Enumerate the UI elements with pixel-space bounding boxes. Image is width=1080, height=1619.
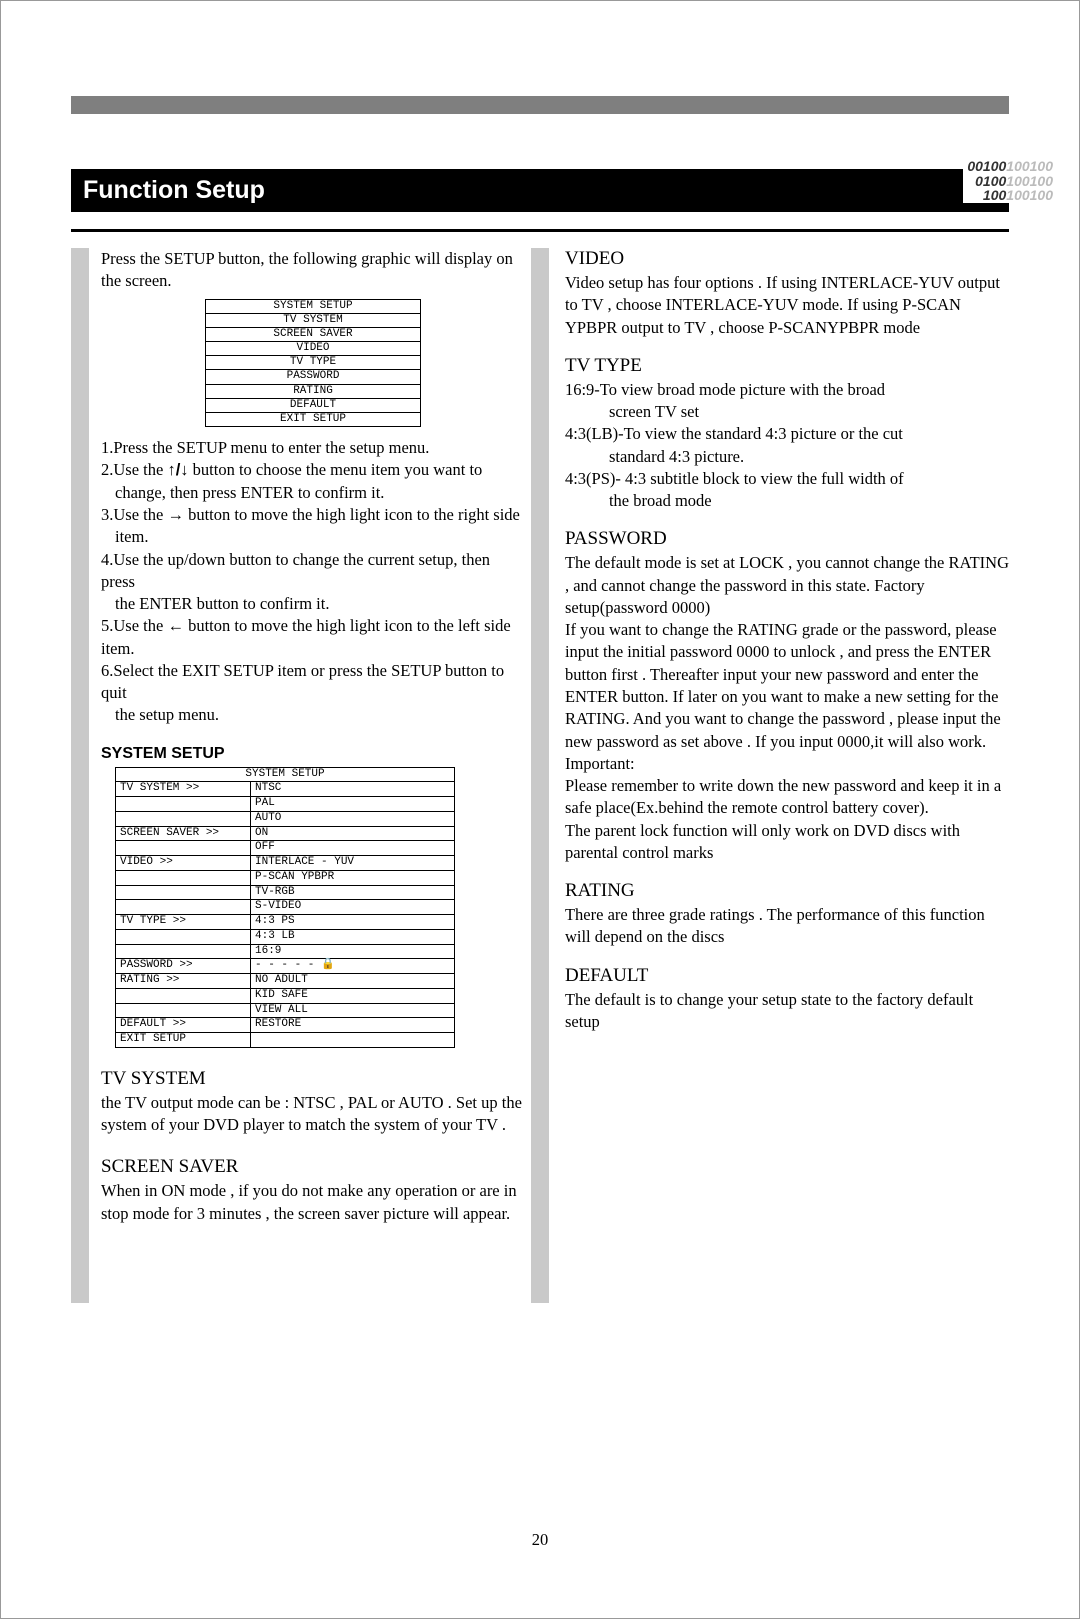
black-divider: [71, 229, 1009, 232]
tv-system-text: the TV output mode can be : NTSC , PAL o…: [101, 1092, 525, 1137]
password-heading: PASSWORD: [565, 528, 1009, 550]
instruction-steps: 1.Press the SETUP menu to enter the setu…: [101, 437, 525, 726]
tv-type-block: 16:9-To view broad mode picture with the…: [565, 379, 1009, 513]
password-p2: If you want to change the RATING grade o…: [565, 619, 1009, 753]
menu-item: TV SYSTEM: [206, 313, 421, 327]
system-setup-heading: SYSTEM SETUP: [101, 745, 525, 763]
tv-type-heading: TV TYPE: [565, 355, 1009, 377]
tv-system-heading: TV SYSTEM: [101, 1068, 525, 1090]
step-4a: 4.Use the up/down button to change the c…: [101, 549, 525, 594]
center-gray-stripe: [531, 248, 549, 1303]
default-heading: DEFAULT: [565, 965, 1009, 987]
step-5: 5.Use the ← button to move the high ligh…: [101, 615, 525, 660]
default-text: The default is to change your setup stat…: [565, 989, 1009, 1034]
menu-item: DEFAULT: [206, 398, 421, 412]
binary-decoration: 00100100100 0100100100 100100100: [963, 159, 1053, 203]
top-gray-bar: [71, 96, 1009, 114]
step-6b: the setup menu.: [101, 704, 525, 726]
password-p3: Please remember to write down the new pa…: [565, 775, 1009, 820]
intro-text: Press the SETUP button, the following gr…: [101, 248, 525, 293]
step-4b: the ENTER button to confirm it.: [101, 593, 525, 615]
page-number: 20: [1, 1530, 1079, 1550]
menu-item: PASSWORD: [206, 370, 421, 384]
left-gray-stripe: [71, 248, 89, 1303]
up-down-icon: ↑/↓: [167, 461, 188, 479]
rating-text: There are three grade ratings . The perf…: [565, 904, 1009, 949]
left-column: Press the SETUP button, the following gr…: [71, 248, 525, 1225]
menu-item: RATING: [206, 384, 421, 398]
left-arrow-icon: ←: [167, 617, 184, 635]
password-p1: The default mode is set at LOCK , you ca…: [565, 552, 1009, 619]
menu-item: EXIT SETUP: [206, 413, 421, 427]
right-column: VIDEO Video setup has four options . If …: [555, 248, 1009, 1225]
password-field-lock-icon: - - - - - 🔒: [251, 959, 455, 974]
rating-heading: RATING: [565, 880, 1009, 902]
title-row: Function Setup 00100100100 0100100100 10…: [71, 169, 1009, 212]
menu-item: SCREEN SAVER: [206, 327, 421, 341]
password-p4: The parent lock function will only work …: [565, 820, 1009, 865]
step-6a: 6.Select the EXIT SETUP item or press th…: [101, 660, 525, 705]
video-heading: VIDEO: [565, 248, 1009, 270]
step-2b: change, then press ENTER to confirm it.: [101, 482, 525, 504]
video-text: Video setup has four options . If using …: [565, 272, 1009, 339]
menu-item: TV TYPE: [206, 356, 421, 370]
step-1: 1.Press the SETUP menu to enter the setu…: [101, 437, 525, 459]
table-header: SYSTEM SETUP: [116, 767, 455, 782]
screen-saver-text: When in ON mode , if you do not make any…: [101, 1180, 525, 1225]
page-title: Function Setup: [71, 169, 1009, 212]
system-setup-table: SYSTEM SETUP TV SYSTEM >>NTSC PAL AUTO S…: [115, 767, 455, 1048]
step-3a: 3.Use the → button to move the high ligh…: [101, 504, 525, 526]
password-important: Important:: [565, 753, 1009, 775]
menu-item: VIDEO: [206, 342, 421, 356]
step-3b: item.: [101, 526, 525, 548]
step-2a: 2.Use the ↑/↓ button to choose the menu …: [101, 459, 525, 481]
right-arrow-icon: →: [167, 506, 184, 524]
center-divider: [525, 248, 555, 1225]
menu-item: SYSTEM SETUP: [206, 299, 421, 313]
screen-saver-heading: SCREEN SAVER: [101, 1156, 525, 1178]
menu-table: SYSTEM SETUP TV SYSTEM SCREEN SAVER VIDE…: [205, 299, 421, 428]
